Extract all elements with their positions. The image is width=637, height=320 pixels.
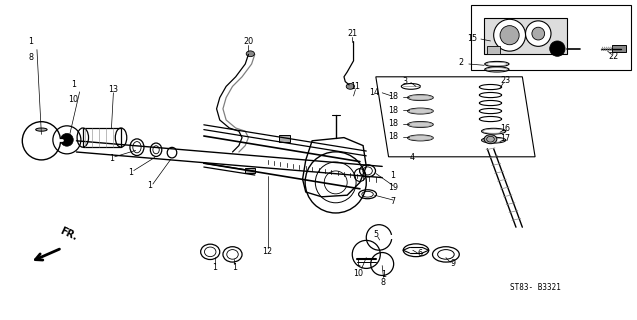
Text: 1: 1 xyxy=(109,154,114,163)
Circle shape xyxy=(500,26,519,45)
Text: 1: 1 xyxy=(381,270,386,279)
Text: 1: 1 xyxy=(212,263,217,272)
Text: 18: 18 xyxy=(388,119,398,128)
Text: 21: 21 xyxy=(347,29,357,38)
Text: 12: 12 xyxy=(262,247,273,256)
Text: ST83- B3321: ST83- B3321 xyxy=(510,283,561,292)
Text: 1: 1 xyxy=(355,259,361,268)
Text: 22: 22 xyxy=(608,52,619,61)
Ellipse shape xyxy=(347,84,354,89)
Circle shape xyxy=(532,27,545,40)
Text: 23: 23 xyxy=(500,76,510,85)
Ellipse shape xyxy=(408,122,433,127)
Text: 19: 19 xyxy=(388,183,398,192)
Circle shape xyxy=(494,19,526,51)
Text: 1: 1 xyxy=(390,172,396,180)
Text: 1: 1 xyxy=(28,37,33,46)
Text: 16: 16 xyxy=(500,124,510,133)
Bar xyxy=(487,46,500,54)
Ellipse shape xyxy=(408,95,433,100)
Text: 7: 7 xyxy=(390,197,396,206)
Text: 1: 1 xyxy=(128,168,133,177)
Text: 18: 18 xyxy=(388,106,398,115)
Text: 1: 1 xyxy=(232,263,237,272)
Bar xyxy=(612,45,626,52)
Circle shape xyxy=(61,133,73,146)
Ellipse shape xyxy=(36,128,47,131)
Bar xyxy=(245,168,255,173)
Text: 8: 8 xyxy=(28,53,33,62)
Text: 13: 13 xyxy=(108,85,118,94)
Text: 14: 14 xyxy=(369,88,379,97)
Text: 1: 1 xyxy=(71,80,76,89)
Bar xyxy=(83,128,121,147)
Bar xyxy=(484,18,567,54)
Text: 4: 4 xyxy=(410,153,415,162)
Circle shape xyxy=(526,21,551,46)
Ellipse shape xyxy=(408,136,433,140)
Text: 10: 10 xyxy=(353,269,363,278)
Text: 9: 9 xyxy=(451,260,456,268)
Text: 5: 5 xyxy=(373,230,378,239)
Text: 15: 15 xyxy=(468,34,478,43)
Text: 8: 8 xyxy=(381,278,386,287)
Text: 6: 6 xyxy=(418,249,423,258)
Text: 11: 11 xyxy=(350,82,361,91)
Bar xyxy=(279,135,290,142)
Ellipse shape xyxy=(408,109,433,114)
Text: FR.: FR. xyxy=(58,225,78,242)
Text: 18: 18 xyxy=(388,92,398,101)
Ellipse shape xyxy=(246,51,255,57)
Text: 3: 3 xyxy=(402,77,407,86)
Text: 2: 2 xyxy=(459,58,464,67)
Text: 18: 18 xyxy=(388,132,398,141)
Text: 10: 10 xyxy=(68,95,78,104)
Text: 20: 20 xyxy=(243,37,254,46)
Ellipse shape xyxy=(484,135,497,144)
Text: 17: 17 xyxy=(500,134,510,143)
Text: 1: 1 xyxy=(147,181,152,190)
Circle shape xyxy=(550,41,565,56)
